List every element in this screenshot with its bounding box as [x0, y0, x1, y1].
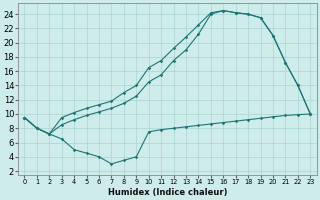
X-axis label: Humidex (Indice chaleur): Humidex (Indice chaleur) — [108, 188, 227, 197]
